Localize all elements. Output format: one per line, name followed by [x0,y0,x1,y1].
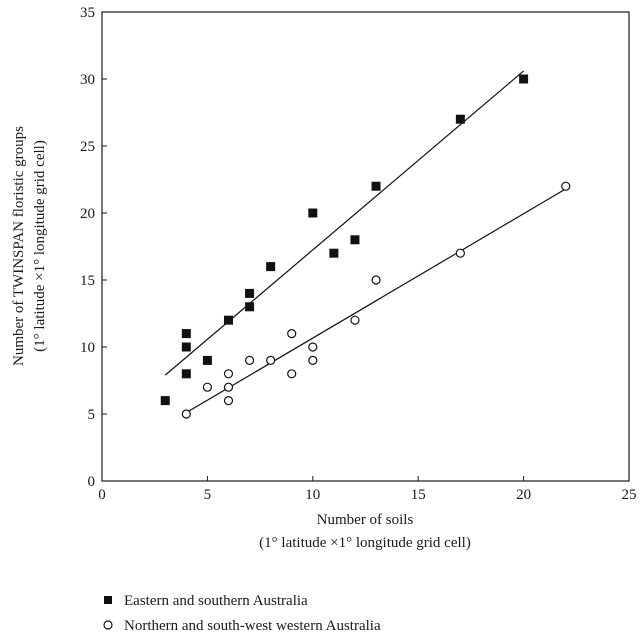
x-axis-title: Number of soils [317,512,414,528]
data-point-circle [371,275,381,285]
x-tick-label: 5 [204,487,212,503]
x-tick-label: 20 [516,487,531,503]
data-points [160,74,571,419]
legend: Eastern and southern Australia Northern … [103,593,381,634]
x-tick-label: 25 [622,487,637,503]
legend-marker-circle [103,620,113,630]
legend-label-eastern: Eastern and southern Australia [124,593,308,609]
data-point-circle [223,382,234,392]
data-point-square [245,302,255,312]
y-tick-label: 25 [80,139,95,155]
x-axis: 0 5 10 15 20 25 [98,476,637,503]
data-point-square [202,355,212,365]
data-point-square [455,114,465,124]
data-point-circle [244,355,255,365]
data-point-square [371,181,381,191]
data-point-square [181,369,191,379]
y-tick-label: 15 [80,273,95,289]
legend-marker-square [104,596,112,604]
y-axis-subtitle: (1° latitude ×1° longitude grid cell) [32,140,48,352]
data-point-square [181,342,191,352]
data-point-circle [287,329,297,339]
data-point-circle [181,409,191,419]
data-point-square [308,208,318,218]
data-point-circle [202,382,212,392]
y-axis-title: Number of TWINSPAN floristic groups [11,126,27,366]
y-tick-label: 20 [80,206,95,222]
regression-lines [164,70,567,414]
x-tick-label: 15 [411,487,426,503]
x-axis-subtitle: (1° latitude ×1° longitude grid cell) [259,535,471,551]
y-tick-label: 10 [80,340,95,356]
data-point-circle [266,355,276,365]
y-tick-label: 35 [80,5,95,21]
data-point-square [160,396,170,406]
data-point-circle [308,355,318,365]
data-point-circle [223,396,234,406]
regression-line-series-2 [186,188,567,414]
y-tick-label: 5 [88,407,96,423]
x-tick-label: 0 [98,487,106,503]
data-point-circle [223,369,234,379]
y-axis: 0 5 10 15 20 25 30 35 [80,5,107,490]
data-point-square [266,262,276,272]
data-point-circle [455,248,465,258]
x-tick-label: 10 [305,487,320,503]
data-point-circle [308,342,318,352]
data-point-square [245,288,255,298]
legend-label-northern: Northern and south-west western Australi… [124,618,381,634]
data-point-square [181,329,191,339]
y-tick-label: 0 [88,474,96,490]
data-point-square [329,248,339,258]
data-point-circle [561,181,571,191]
data-point-circle [287,369,297,379]
data-point-circle [350,315,360,325]
data-point-square [223,315,233,325]
regression-line-series-1 [164,70,524,376]
data-point-square [350,235,360,245]
plot-frame [101,11,630,482]
data-point-square [519,74,529,84]
y-tick-label: 30 [80,72,95,88]
